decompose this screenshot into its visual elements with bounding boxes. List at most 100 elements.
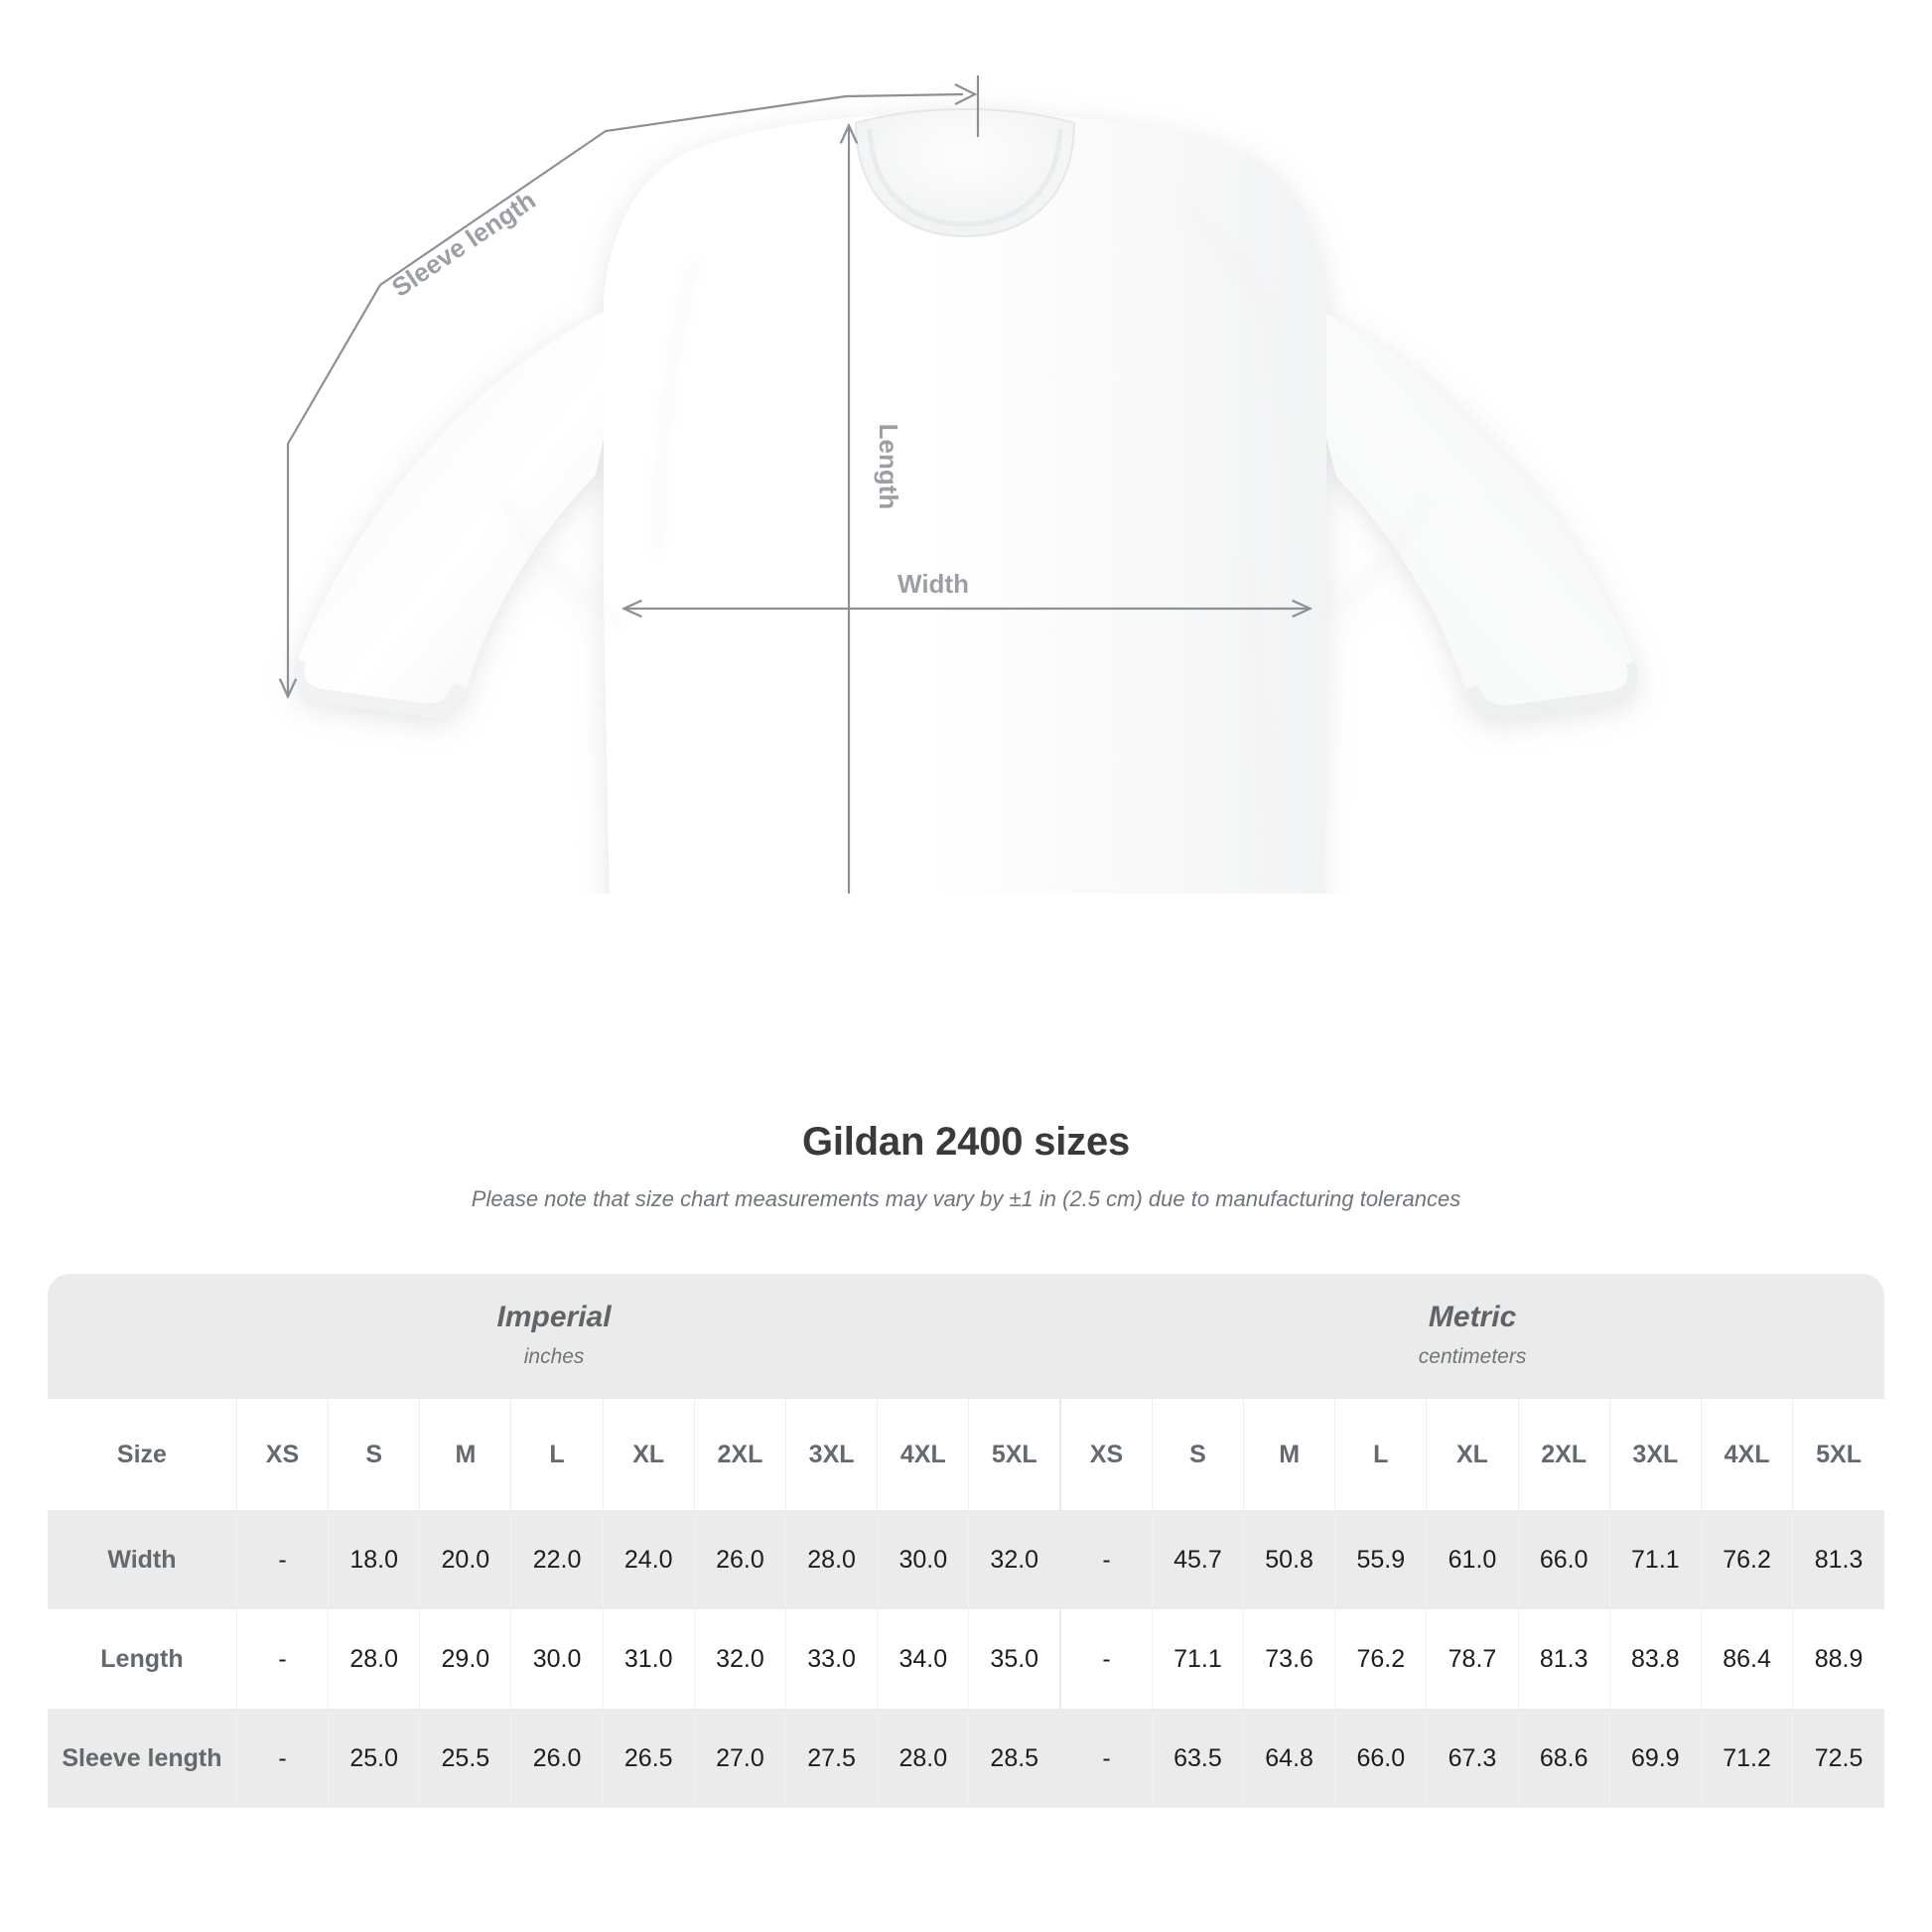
cell-length-imperial-l: 30.0 [510,1609,604,1710]
unit-header-row: Imperial inches Metric centimeters [48,1274,1884,1400]
unit-group-imperial: Imperial inches [48,1274,1061,1400]
cell-width-metric-3xl: 71.1 [1608,1510,1702,1610]
cell-length-metric-4xl: 86.4 [1700,1609,1793,1710]
header-imperial-5xl: 5XL [968,1399,1061,1511]
unit-sub-imperial: inches [523,1345,585,1368]
header-imperial-l: L [510,1399,604,1511]
cell-length-metric-m: 73.6 [1243,1609,1335,1710]
header-imperial-xs: XS [235,1399,329,1511]
header-metric-3xl: 3XL [1608,1399,1702,1511]
cell-sleeve-imperial-l: 26.0 [510,1709,604,1809]
unit-name-metric: Metric [1428,1301,1517,1333]
header-metric-xl: XL [1426,1399,1519,1511]
page-title: Gildan 2400 sizes [801,1120,1131,1164]
cell-width-metric-xs: - [1059,1510,1153,1610]
cell-sleeve-metric-l: 66.0 [1334,1709,1427,1809]
cell-length-metric-l: 76.2 [1334,1609,1427,1710]
unit-sub-metric: centimeters [1418,1345,1527,1368]
cell-width-metric-s: 45.7 [1151,1510,1244,1610]
header-metric-2xl: 2XL [1517,1399,1610,1511]
row-label-sleeve-length: Sleeve length [48,1709,237,1809]
measurement-lines [288,75,1309,894]
row-label-length: Length [48,1609,237,1710]
sleeve-length-line [288,92,964,695]
header-imperial-xl: XL [602,1399,695,1511]
cell-length-metric-2xl: 81.3 [1517,1609,1610,1710]
cell-width-imperial-m: 20.0 [419,1510,511,1610]
cell-sleeve-imperial-xl: 26.5 [602,1709,695,1809]
cell-sleeve-metric-xs: - [1059,1709,1153,1809]
table-row: Width - 18.0 20.0 22.0 24.0 26.0 28.0 30… [48,1510,1884,1610]
row-label-width: Width [48,1510,237,1610]
cell-sleeve-metric-2xl: 68.6 [1517,1709,1610,1809]
garment-illustration: Sleeve length Length Width [0,0,1932,894]
cell-width-imperial-s: 18.0 [328,1510,420,1610]
cell-sleeve-imperial-m: 25.5 [419,1709,511,1809]
table-row: Length - 28.0 29.0 30.0 31.0 32.0 33.0 3… [48,1609,1884,1710]
header-metric-xs: XS [1059,1399,1153,1511]
header-imperial-m: M [419,1399,511,1511]
cell-width-imperial-xs: - [235,1510,329,1610]
cell-length-imperial-3xl: 33.0 [785,1609,878,1710]
cell-sleeve-metric-s: 63.5 [1151,1709,1244,1809]
cell-width-metric-xl: 61.0 [1426,1510,1519,1610]
cell-sleeve-imperial-5xl: 28.5 [968,1709,1061,1809]
cell-sleeve-metric-xl: 67.3 [1426,1709,1519,1809]
collar-ribbing [867,128,1063,227]
width-label: Width [897,569,969,599]
cell-sleeve-metric-3xl: 69.9 [1608,1709,1702,1809]
cell-width-imperial-3xl: 28.0 [785,1510,878,1610]
header-metric-m: M [1243,1399,1335,1511]
shirt-torso [604,115,1326,894]
size-table-card: Imperial inches Metric centimeters Size … [48,1274,1884,1809]
size-table: Imperial inches Metric centimeters Size … [48,1274,1884,1809]
cell-length-metric-5xl: 88.9 [1792,1609,1884,1710]
cell-width-imperial-4xl: 30.0 [877,1510,969,1610]
right-cuff [1465,661,1638,720]
cell-length-imperial-4xl: 34.0 [877,1609,969,1710]
sleeve-length-label: Sleeve length [386,185,541,303]
garment-diagram-svg: Sleeve length Length Width [0,75,1638,894]
unit-name-imperial: Imperial [496,1301,612,1333]
unit-group-metric: Metric centimeters [1060,1274,1884,1400]
cell-length-imperial-m: 29.0 [419,1609,511,1710]
cell-width-metric-l: 55.9 [1334,1510,1427,1610]
header-imperial-2xl: 2XL [693,1399,786,1511]
header-size-label: Size [48,1399,237,1511]
sleeve-arrow-head-top [954,83,978,105]
cell-sleeve-imperial-s: 25.0 [328,1709,420,1809]
cell-length-imperial-xl: 31.0 [602,1609,695,1710]
cell-length-metric-3xl: 83.8 [1608,1609,1702,1710]
cell-sleeve-metric-5xl: 72.5 [1792,1709,1884,1809]
header-metric-s: S [1151,1399,1244,1511]
cell-length-imperial-5xl: 35.0 [968,1609,1061,1710]
cell-length-metric-xl: 78.7 [1426,1609,1519,1710]
cell-length-imperial-s: 28.0 [328,1609,420,1710]
cell-length-imperial-2xl: 32.0 [693,1609,786,1710]
cell-length-metric-xs: - [1059,1609,1153,1710]
length-label: Length [874,424,903,510]
cell-width-imperial-l: 22.0 [510,1510,604,1610]
cell-length-imperial-xs: - [235,1609,329,1710]
cell-sleeve-imperial-4xl: 28.0 [877,1709,969,1809]
cell-sleeve-imperial-xs: - [235,1709,329,1809]
cell-sleeve-metric-4xl: 71.2 [1700,1709,1793,1809]
shirt-collar [854,107,1076,238]
fabric-fold-lines [500,202,1432,894]
page-subtitle: Please note that size chart measurements… [471,1186,1461,1211]
cell-sleeve-metric-m: 64.8 [1243,1709,1335,1809]
left-cuff [294,659,467,718]
header-metric-5xl: 5XL [1792,1399,1884,1511]
header-metric-4xl: 4XL [1700,1399,1793,1511]
title-block: Gildan 2400 sizes Please note that size … [0,1118,1932,1214]
cell-width-imperial-5xl: 32.0 [968,1510,1061,1610]
cell-length-metric-s: 71.1 [1151,1609,1244,1710]
cell-width-imperial-xl: 24.0 [602,1510,695,1610]
cell-sleeve-imperial-2xl: 27.0 [693,1709,786,1809]
header-imperial-4xl: 4XL [877,1399,969,1511]
header-imperial-s: S [328,1399,420,1511]
size-header-row: Size XS S M L XL 2XL 3XL 4XL 5XL XS S M … [48,1399,1884,1511]
cell-width-imperial-2xl: 26.0 [693,1510,786,1610]
header-imperial-3xl: 3XL [785,1399,878,1511]
